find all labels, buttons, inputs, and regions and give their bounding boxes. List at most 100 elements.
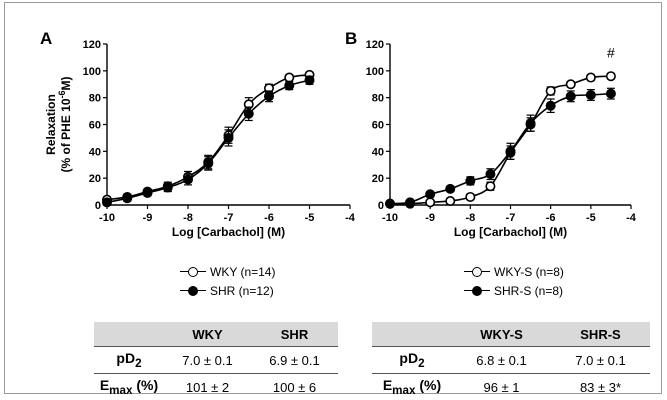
data-point [184, 175, 192, 183]
y-tick-label: 100 [83, 66, 101, 78]
series-shr-s [386, 88, 615, 208]
row-label-emax: Emax (%) [372, 374, 452, 400]
data-point [587, 91, 595, 99]
table-cell: 83 ± 3* [551, 374, 650, 400]
legend-label: WKY (n=14) [210, 265, 275, 279]
y-tick-label: 20 [372, 173, 384, 185]
x-tick-label: -4 [626, 212, 637, 224]
x-tick-label: -4 [345, 212, 356, 224]
x-tick-label: -5 [305, 212, 315, 224]
data-point [446, 185, 454, 193]
table-header-cell: WKY-S [452, 322, 551, 347]
significance-annotation: # [607, 44, 615, 60]
y-tick-label: 20 [89, 173, 101, 185]
table-header-cell: SHR-S [551, 322, 650, 347]
row-label-emax: Emax (%) [94, 374, 164, 400]
table-cell: 6.9 ± 0.1 [251, 347, 338, 374]
legend-entry-shr: SHR (n=12) [180, 281, 275, 300]
x-tick-label: -10 [382, 212, 398, 224]
x-tick-label: -6 [546, 212, 556, 224]
x-tick-label: -5 [586, 212, 596, 224]
table-cell: 100 ± 6 [251, 374, 338, 400]
data-point [426, 198, 434, 206]
panel-label: A [40, 29, 52, 48]
legend-label: WKY-S (n=8) [494, 265, 564, 279]
y-tick-label: 80 [372, 93, 384, 105]
series-line [107, 75, 310, 200]
table-cell: 96 ± 1 [452, 374, 551, 400]
data-point [546, 87, 554, 95]
table-cell: 101 ± 2 [164, 374, 251, 400]
stats-table-a: WKY SHR pD2 7.0 ± 0.1 6.9 ± 0.1 Emax (%)… [94, 322, 338, 400]
y-tick-label: 100 [366, 66, 384, 78]
x-tick-label: -7 [224, 212, 234, 224]
data-point [466, 193, 474, 201]
data-point [386, 199, 394, 207]
x-axis-label: Log [Carbachol] (M) [454, 225, 567, 239]
y-tick-label: 80 [89, 93, 101, 105]
legend-entry-shr-s: SHR-S (n=8) [464, 281, 564, 300]
legend-panel-b: WKY-S (n=8) SHR-S (n=8) [464, 262, 564, 300]
x-tick-label: -10 [99, 212, 115, 224]
y-axis-label: Relaxation [44, 94, 58, 155]
series-wky [103, 71, 314, 204]
data-point [466, 177, 474, 185]
panel-label: B [345, 29, 357, 48]
data-point [143, 189, 151, 197]
y-tick-label: 40 [372, 146, 384, 158]
filled-circle-marker-icon [180, 285, 206, 297]
legend-panel-a: WKY (n=14) SHR (n=12) [180, 262, 275, 300]
open-circle-marker-icon [464, 266, 490, 278]
stats-table-b: WKY-S SHR-S pD2 6.8 ± 0.1 7.0 ± 0.1 Emax… [372, 322, 650, 400]
y-tick-label: 120 [366, 39, 384, 51]
data-point [546, 102, 554, 110]
data-point [607, 72, 615, 80]
table-cell: 6.8 ± 0.1 [452, 347, 551, 374]
data-point [204, 159, 212, 167]
x-tick-label: -9 [143, 212, 153, 224]
table-row: pD2 7.0 ± 0.1 6.9 ± 0.1 [94, 347, 338, 374]
series-line [107, 80, 310, 202]
series-wky-s [386, 72, 615, 208]
table-header-cell: WKY [164, 322, 251, 347]
legend-entry-wky: WKY (n=14) [180, 262, 275, 281]
table-cell: 7.0 ± 0.1 [164, 347, 251, 374]
y-tick-label: 120 [83, 39, 101, 51]
table-row: Emax (%) 96 ± 1 83 ± 3* [372, 374, 650, 400]
y-tick-label: 40 [89, 146, 101, 158]
x-tick-label: -9 [425, 212, 435, 224]
filled-circle-marker-icon [464, 285, 490, 297]
x-tick-label: -8 [183, 212, 193, 224]
x-tick-label: -6 [264, 212, 274, 224]
open-circle-marker-icon [180, 266, 206, 278]
table-cell: 7.0 ± 0.1 [551, 347, 650, 374]
data-point [224, 134, 232, 142]
data-point [305, 76, 313, 84]
row-label-pd2: pD2 [372, 347, 452, 374]
x-tick-label: -7 [506, 212, 516, 224]
data-point [607, 89, 615, 97]
data-point [245, 110, 253, 118]
data-point [526, 119, 534, 127]
y-tick-label: 0 [95, 200, 101, 212]
data-point [446, 197, 454, 205]
data-point [486, 182, 494, 190]
table-header-cell [372, 322, 452, 347]
data-point [406, 198, 414, 206]
data-point [426, 190, 434, 198]
y-axis-label-units: (% of PHE 10-6M) [57, 76, 73, 172]
data-point [164, 183, 172, 191]
data-point [506, 147, 514, 155]
table-header-cell: SHR [251, 322, 338, 347]
table-header-row: WKY SHR [94, 322, 338, 347]
legend-entry-wky-s: WKY-S (n=8) [464, 262, 564, 281]
series-shr [103, 76, 314, 206]
series-line [390, 94, 611, 204]
data-point [285, 81, 293, 89]
data-point [567, 80, 575, 88]
y-tick-label: 0 [378, 200, 384, 212]
data-point [103, 198, 111, 206]
legend-label: SHR (n=12) [210, 284, 274, 298]
